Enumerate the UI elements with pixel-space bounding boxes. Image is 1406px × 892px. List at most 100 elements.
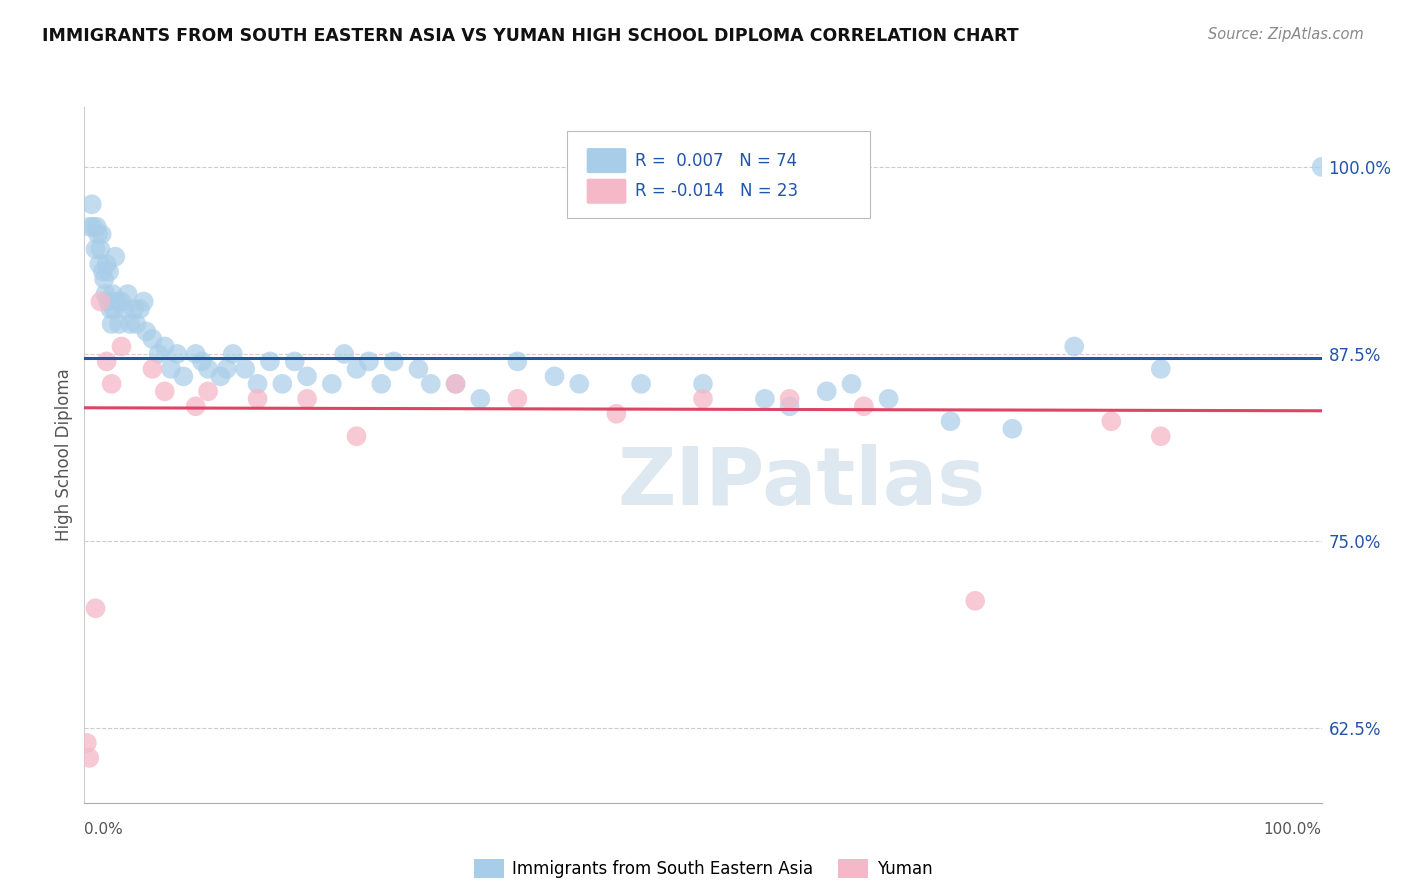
Point	[96, 354, 118, 368]
Point	[84, 601, 107, 615]
Point	[79, 751, 101, 765]
Point	[222, 347, 245, 361]
Point	[346, 362, 368, 376]
Point	[89, 242, 111, 256]
Point	[108, 317, 131, 331]
Point	[100, 317, 122, 331]
Point	[852, 399, 875, 413]
Point	[605, 407, 627, 421]
Point	[120, 317, 142, 331]
Text: 0.0%: 0.0%	[84, 822, 124, 837]
Point	[246, 392, 269, 406]
Point	[295, 369, 318, 384]
Point	[1150, 429, 1173, 443]
Point	[90, 227, 112, 242]
Point	[91, 265, 114, 279]
Point	[295, 392, 318, 406]
Point	[754, 392, 776, 406]
Point	[76, 736, 98, 750]
Point	[125, 317, 148, 331]
Point	[79, 219, 101, 234]
Point	[184, 347, 207, 361]
Point	[568, 376, 591, 391]
Point	[135, 325, 157, 339]
Point	[1150, 362, 1173, 376]
Point	[877, 392, 900, 406]
Point	[779, 399, 801, 413]
Point	[97, 294, 120, 309]
Point	[321, 376, 343, 391]
Point	[233, 362, 256, 376]
Y-axis label: High School Diploma: High School Diploma	[55, 368, 73, 541]
Point	[141, 362, 163, 376]
Point	[153, 384, 176, 399]
Point	[101, 287, 124, 301]
Point	[141, 332, 163, 346]
Point	[86, 219, 108, 234]
Point	[98, 265, 121, 279]
Point	[117, 287, 139, 301]
Text: ZIPatlas: ZIPatlas	[617, 443, 986, 522]
Text: R =  0.007   N = 74: R = 0.007 N = 74	[636, 152, 797, 169]
Point	[939, 414, 962, 428]
Point	[1099, 414, 1122, 428]
Legend: Immigrants from South Eastern Asia, Yuman: Immigrants from South Eastern Asia, Yuma…	[467, 853, 939, 885]
Point	[543, 369, 565, 384]
Point	[110, 339, 132, 353]
Point	[470, 392, 492, 406]
Point	[100, 376, 122, 391]
Point	[370, 376, 392, 391]
Point	[87, 227, 110, 242]
Point	[89, 257, 111, 271]
Point	[93, 272, 115, 286]
Point	[815, 384, 838, 399]
Point	[104, 250, 127, 264]
Point	[965, 594, 987, 608]
FancyBboxPatch shape	[586, 148, 626, 173]
Point	[166, 347, 188, 361]
Point	[98, 301, 121, 316]
Point	[80, 197, 103, 211]
Point	[191, 354, 214, 368]
Point	[1001, 422, 1024, 436]
Point	[160, 362, 183, 376]
Point	[630, 376, 652, 391]
Point	[259, 354, 281, 368]
Point	[82, 219, 104, 234]
FancyBboxPatch shape	[567, 131, 870, 219]
Point	[506, 392, 529, 406]
Point	[129, 301, 152, 316]
Text: IMMIGRANTS FROM SOUTH EASTERN ASIA VS YUMAN HIGH SCHOOL DIPLOMA CORRELATION CHAR: IMMIGRANTS FROM SOUTH EASTERN ASIA VS YU…	[42, 27, 1019, 45]
Point	[122, 301, 145, 316]
Point	[692, 392, 714, 406]
Point	[444, 376, 467, 391]
Point	[346, 429, 368, 443]
Point	[1063, 339, 1085, 353]
Point	[408, 362, 430, 376]
Point	[333, 347, 356, 361]
Point	[110, 294, 132, 309]
Point	[271, 376, 294, 391]
Point	[107, 294, 129, 309]
Point	[209, 369, 232, 384]
Point	[444, 376, 467, 391]
Point	[357, 354, 380, 368]
FancyBboxPatch shape	[586, 178, 626, 203]
Point	[172, 369, 194, 384]
Point	[197, 362, 219, 376]
Point	[284, 354, 307, 368]
Point	[184, 399, 207, 413]
Point	[506, 354, 529, 368]
Point	[692, 376, 714, 391]
Point	[419, 376, 441, 391]
Text: Source: ZipAtlas.com: Source: ZipAtlas.com	[1208, 27, 1364, 42]
Point	[246, 376, 269, 391]
Point	[148, 347, 170, 361]
Point	[153, 339, 176, 353]
Point	[197, 384, 219, 399]
Point	[841, 376, 863, 391]
Point	[96, 257, 118, 271]
Point	[132, 294, 155, 309]
Point	[94, 287, 117, 301]
Point	[1310, 160, 1333, 174]
